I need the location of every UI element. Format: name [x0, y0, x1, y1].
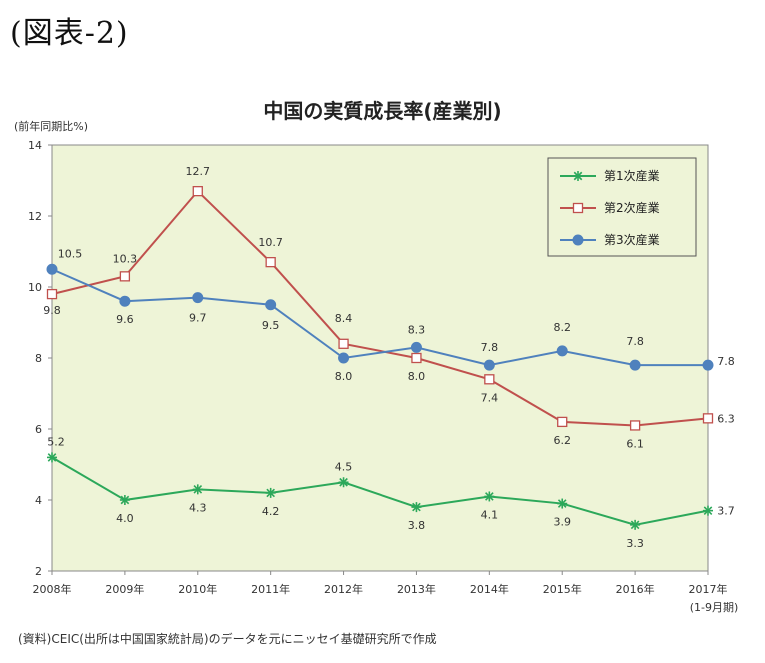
legend-marker-3	[572, 234, 584, 246]
series-1-data-label: 5.2	[47, 435, 65, 448]
y-tick-label: 10	[28, 281, 42, 294]
series-2-point	[484, 374, 495, 385]
series-2-point	[338, 338, 349, 349]
series-2-point	[411, 352, 422, 364]
series-1-point	[47, 452, 57, 463]
legend-marker-2	[572, 202, 584, 214]
legend-label-2: 第2次産業	[604, 200, 660, 215]
series-3-data-label: 7.8	[717, 355, 735, 368]
series-1-data-label: 3.9	[553, 516, 571, 529]
x-tick-label: 2013年	[397, 582, 436, 596]
x-tick-label: 2017年	[689, 582, 728, 596]
series-2-data-label: 10.7	[258, 236, 283, 249]
series-1-point	[630, 519, 641, 530]
legend-label-1: 第1次産業	[604, 168, 660, 183]
series-3-point	[119, 295, 131, 307]
series-3-data-label: 7.8	[481, 341, 499, 354]
legend-label-3: 第3次産業	[604, 232, 660, 247]
series-1-point	[192, 484, 203, 495]
series-3-point	[192, 292, 204, 304]
series-2-point	[265, 256, 276, 268]
series-2-data-label: 6.1	[626, 437, 644, 450]
series-3-data-label: 10.5	[58, 247, 83, 260]
y-tick-label: 14	[28, 139, 42, 152]
legend-marker-1	[573, 171, 583, 181]
series-2-point	[629, 420, 641, 431]
series-1-data-label: 4.2	[262, 505, 280, 518]
y-tick-label: 2	[35, 565, 42, 578]
series-3-data-label: 9.7	[189, 312, 207, 325]
y-tick-label: 6	[35, 423, 42, 436]
series-2-data-label: 8.4	[335, 312, 353, 325]
figure-label: (図表-2)	[10, 16, 129, 51]
series-1-data-label: 4.0	[116, 512, 134, 525]
series-1-point	[411, 502, 422, 513]
series-2-point	[119, 271, 131, 282]
x-tick-label: 2010年	[178, 582, 217, 596]
y-axis-unit-label: (前年同期比%)	[14, 120, 89, 133]
source-note: (資料)CEIC(出所は中国国家統計局)のデータを元にニッセイ基礎研究所で作成	[18, 632, 437, 646]
series-3-point	[702, 359, 714, 371]
series-2-point	[192, 185, 203, 197]
series-3-point	[410, 341, 422, 353]
series-1-data-label: 4.1	[481, 508, 499, 521]
x-tick-label: 2016年	[616, 582, 655, 596]
series-3-point	[483, 359, 495, 371]
series-3-point	[338, 352, 350, 364]
series-3-point	[46, 263, 58, 275]
x-tick-label: 2012年	[324, 582, 363, 596]
series-3-point	[265, 299, 277, 311]
series-2-point	[702, 413, 714, 424]
series-3-point	[556, 345, 568, 357]
series-2-point	[46, 288, 58, 300]
series-line-3	[51, 268, 708, 367]
series-1-point	[119, 495, 130, 505]
series-2-data-label: 9.8	[43, 304, 61, 317]
series-2-point	[557, 416, 568, 428]
x-tick-label: 2015年	[543, 582, 582, 596]
x-tick-label: 2008年	[33, 582, 72, 596]
y-tick-label: 8	[35, 352, 42, 365]
series-line-2	[51, 189, 709, 427]
series-1-point	[484, 491, 495, 502]
y-tick-label: 12	[28, 210, 42, 223]
series-3-data-label: 8.3	[408, 323, 426, 336]
series-3-data-label: 9.5	[262, 319, 280, 332]
series-1-data-label: 4.3	[189, 501, 207, 514]
series-1-data-label: 3.7	[717, 505, 735, 518]
series-1-point	[338, 477, 349, 488]
series-3-point	[629, 359, 641, 371]
series-2-data-label: 8.0	[408, 370, 426, 383]
chart-title: 中国の実質成長率(産業別)	[263, 99, 502, 123]
x-tick-note: (1-9月期)	[690, 601, 739, 614]
series-2-data-label: 12.7	[186, 165, 211, 178]
series-3-data-label: 8.2	[553, 321, 571, 334]
series-1-data-label: 3.3	[626, 537, 644, 550]
x-tick-label: 2014年	[470, 582, 509, 596]
series-line-1	[51, 456, 709, 526]
series-3-data-label: 9.6	[116, 313, 134, 326]
series-3-data-label: 7.8	[626, 335, 644, 348]
y-tick-label: 4	[35, 494, 42, 507]
series-3-data-label: 8.0	[335, 370, 353, 383]
series-1-data-label: 3.8	[408, 519, 426, 532]
series-1-point	[265, 487, 276, 498]
series-2-data-label: 10.3	[113, 252, 138, 265]
series-2-data-label: 7.4	[481, 391, 499, 404]
x-tick-label: 2009年	[105, 582, 144, 596]
x-tick-label: 2011年	[251, 582, 290, 596]
series-1-point	[703, 505, 713, 516]
series-2-data-label: 6.2	[553, 434, 571, 447]
series-2-data-label: 6.3	[717, 412, 735, 425]
series-1-data-label: 4.5	[335, 460, 353, 473]
series-1-point	[557, 498, 568, 509]
